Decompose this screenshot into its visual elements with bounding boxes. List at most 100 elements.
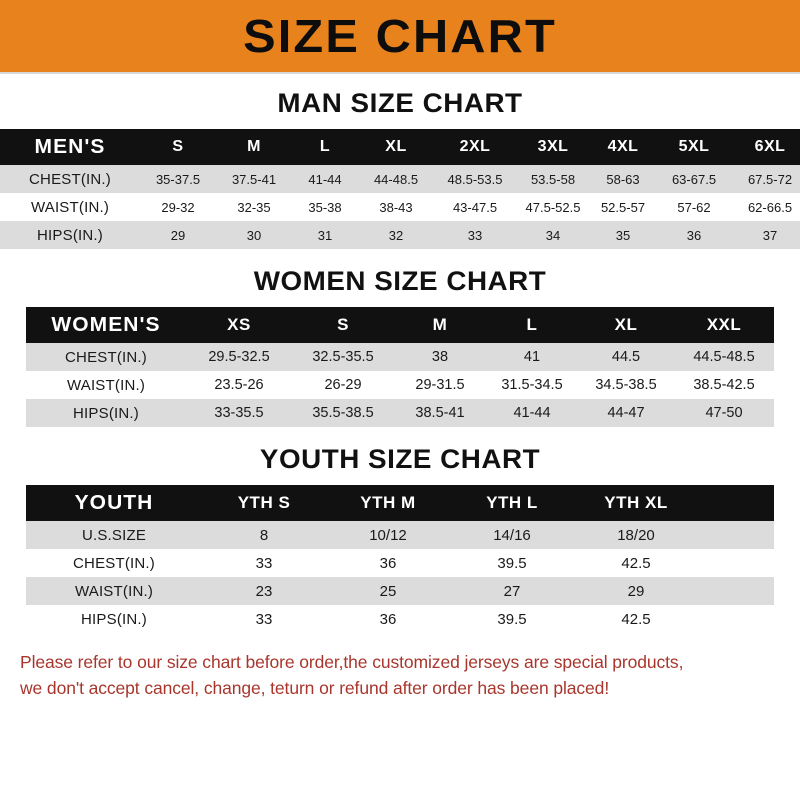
women-row-1-val-0: 23.5-26: [214, 377, 264, 393]
youth-row-3-val-3: 42.5: [621, 610, 651, 628]
women-row-0-val-1: 32.5-35.5: [312, 349, 374, 365]
man-table-header-row: MEN'S S M L XL 2XL 3XL 4XL 5XL 6XL: [0, 129, 800, 165]
women-row-0-label: CHEST(IN.): [65, 348, 147, 366]
women-size-col-2: M: [432, 315, 448, 334]
youth-row-2-spacer: [698, 577, 774, 605]
man-row-2-val-3: 32: [388, 227, 404, 243]
table-row: U.S.SIZE 8 10/12 14/16 18/20: [26, 521, 774, 549]
women-row-2-label: HIPS(IN.): [73, 404, 139, 422]
women-row-0-val-4: 44.5: [611, 349, 641, 365]
women-row-2-val-5: 47-50: [705, 405, 743, 421]
youth-row-2-val-0: 23: [255, 582, 273, 600]
man-size-col-7: 5XL: [678, 138, 710, 155]
man-row-2-label: HIPS(IN.): [37, 226, 103, 244]
footer-line-1: Please refer to our size chart before or…: [20, 652, 684, 672]
man-row-2-val-2: 31: [317, 227, 333, 243]
youth-row-0-val-0: 8: [259, 526, 269, 544]
table-row: HIPS(IN.) 29 30 31 32 33 34 35 36 37: [0, 221, 800, 249]
youth-row-2-label: WAIST(IN.): [74, 582, 154, 600]
man-row-0-val-7: 63-67.5: [671, 171, 717, 187]
man-row-1-val-5: 47.5-52.5: [525, 199, 581, 215]
youth-row-3-val-0: 33: [255, 610, 273, 628]
man-row-2-val-1: 30: [246, 227, 262, 243]
man-row-1-label: WAIST(IN.): [30, 198, 110, 216]
man-row-1-val-7: 57-62: [677, 199, 711, 215]
table-row: CHEST(IN.) 29.5-32.5 32.5-35.5 38 41 44.…: [26, 343, 774, 371]
women-size-col-3: L: [526, 315, 538, 334]
youth-row-0-val-3: 18/20: [617, 526, 655, 544]
man-row-2-val-7: 36: [686, 227, 702, 243]
women-row-1-val-4: 34.5-38.5: [595, 377, 657, 393]
youth-row-0-val-2: 14/16: [493, 526, 531, 544]
man-row-2-val-5: 34: [545, 227, 561, 243]
man-row-1-val-8: 62-66.5: [747, 199, 793, 215]
youth-row-1-spacer: [698, 549, 774, 577]
man-size-col-0: S: [172, 138, 184, 155]
section-title-women: WOMEN SIZE CHART: [253, 266, 547, 296]
youth-row-2-val-2: 27: [503, 582, 521, 600]
youth-size-col-3: YTH XL: [604, 493, 668, 512]
man-row-0-val-6: 58-63: [606, 171, 640, 187]
table-row: CHEST(IN.) 33 36 39.5 42.5: [26, 549, 774, 577]
page-title: SIZE CHART: [243, 10, 557, 62]
women-row-2-val-3: 41-44: [513, 405, 551, 421]
women-row-2-val-0: 33-35.5: [214, 405, 264, 421]
youth-row-3-label: HIPS(IN.): [81, 610, 147, 628]
women-row-0-val-5: 44.5-48.5: [693, 349, 755, 365]
man-row-1-val-0: 29-32: [161, 199, 195, 215]
man-row-0-val-3: 44-48.5: [373, 171, 419, 187]
youth-row-1-label: CHEST(IN.): [73, 554, 155, 572]
man-row-0-val-8: 67.5-72: [747, 171, 793, 187]
women-table-header-row: WOMEN'S XS S M L XL XXL: [26, 307, 774, 343]
women-header-label: WOMEN'S: [51, 313, 161, 336]
youth-row-3-spacer: [698, 605, 774, 633]
women-row-1-label: WAIST(IN.): [66, 376, 146, 394]
man-size-col-8: 6XL: [754, 138, 786, 155]
table-row: WAIST(IN.) 29-32 32-35 35-38 38-43 43-47…: [0, 193, 800, 221]
women-size-col-4: XL: [614, 315, 638, 334]
women-row-2-val-4: 44-47: [607, 405, 645, 421]
women-row-0-val-3: 41: [523, 349, 541, 365]
man-row-2-val-0: 29: [170, 227, 186, 243]
page-banner: SIZE CHART: [0, 0, 800, 74]
man-row-1-val-1: 32-35: [237, 199, 271, 215]
women-size-table: WOMEN'S XS S M L XL XXL CHEST(IN.) 29.5-…: [26, 307, 774, 427]
women-row-2-val-2: 38.5-41: [415, 405, 465, 421]
man-row-2-val-4: 33: [467, 227, 483, 243]
man-row-2-val-6: 35: [615, 227, 631, 243]
section-title-man: MAN SIZE CHART: [277, 88, 523, 118]
youth-size-table: YOUTH YTH S YTH M YTH L YTH XL U.S.SIZE …: [26, 485, 774, 633]
youth-row-0-spacer: [698, 521, 774, 549]
man-row-0-val-2: 41-44: [308, 171, 342, 187]
table-row: WAIST(IN.) 23.5-26 26-29 29-31.5 31.5-34…: [26, 371, 774, 399]
man-row-1-val-2: 35-38: [308, 199, 342, 215]
man-row-1-val-6: 52.5-57: [600, 199, 646, 215]
man-row-0-val-0: 35-37.5: [155, 171, 201, 187]
women-size-col-1: S: [337, 315, 349, 334]
youth-row-3-val-1: 36: [379, 610, 397, 628]
youth-table-header-row: YOUTH YTH S YTH M YTH L YTH XL: [26, 485, 774, 521]
women-row-1-val-2: 29-31.5: [415, 377, 465, 393]
youth-row-2-val-3: 29: [627, 582, 645, 600]
man-size-col-4: 2XL: [459, 138, 491, 155]
youth-header-spacer: [698, 485, 774, 521]
youth-row-1-val-0: 33: [255, 554, 273, 572]
man-row-0-val-5: 53.5-58: [530, 171, 576, 187]
youth-row-0-label: U.S.SIZE: [81, 526, 147, 544]
youth-row-2-val-1: 25: [379, 582, 397, 600]
man-row-0-val-4: 48.5-53.5: [447, 171, 503, 187]
women-row-1-val-3: 31.5-34.5: [501, 377, 563, 393]
youth-row-1-val-3: 42.5: [621, 554, 651, 572]
youth-row-1-val-1: 36: [379, 554, 397, 572]
man-row-2-val-8: 37: [762, 227, 778, 243]
women-row-1-val-1: 26-29: [324, 377, 362, 393]
man-row-1-val-3: 38-43: [379, 199, 413, 215]
youth-row-1-val-2: 39.5: [497, 554, 527, 572]
man-header-label: MEN'S: [34, 135, 106, 158]
women-row-2-val-1: 35.5-38.5: [312, 405, 374, 421]
man-size-col-2: L: [319, 138, 331, 155]
youth-header-label: YOUTH: [74, 491, 154, 514]
man-row-0-val-1: 37.5-41: [231, 171, 277, 187]
table-row: WAIST(IN.) 23 25 27 29: [26, 577, 774, 605]
